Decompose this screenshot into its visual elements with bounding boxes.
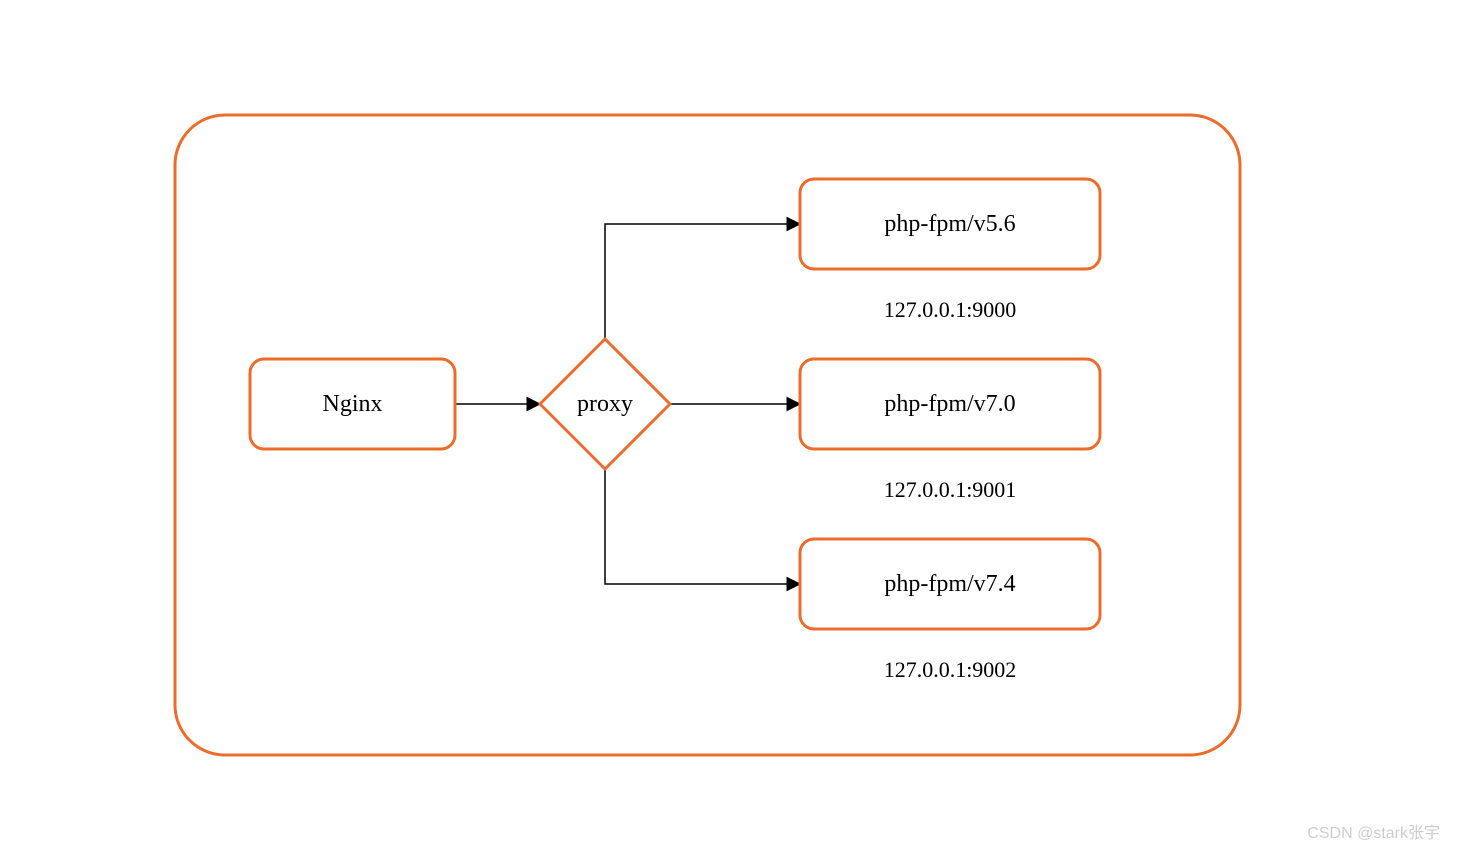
node-fpm70: php-fpm/v7.0 127.0.0.1:9001 — [800, 359, 1100, 502]
node-fpm74-sublabel: 127.0.0.1:9002 — [884, 657, 1017, 682]
edge-proxy-fpm74 — [605, 469, 800, 584]
node-nginx: Nginx — [250, 359, 455, 449]
edge-proxy-fpm56 — [605, 224, 800, 339]
node-fpm56-sublabel: 127.0.0.1:9000 — [884, 297, 1017, 322]
node-fpm74-label: php-fpm/v7.4 — [884, 571, 1015, 597]
node-fpm70-sublabel: 127.0.0.1:9001 — [884, 477, 1017, 502]
node-fpm56: php-fpm/v5.6 127.0.0.1:9000 — [800, 179, 1100, 322]
watermark-text: CSDN @stark张宇 — [1307, 824, 1440, 842]
architecture-diagram: Nginxproxyphp-fpm/v5.6127.0.0.1:9000php-… — [0, 0, 1458, 850]
node-fpm74: php-fpm/v7.4 127.0.0.1:9002 — [800, 539, 1100, 682]
node-proxy: proxy — [540, 339, 670, 469]
node-fpm70-label: php-fpm/v7.0 — [884, 391, 1015, 417]
node-proxy-label: proxy — [577, 391, 633, 417]
node-nginx-label: Nginx — [323, 391, 383, 417]
node-fpm56-label: php-fpm/v5.6 — [884, 211, 1015, 237]
